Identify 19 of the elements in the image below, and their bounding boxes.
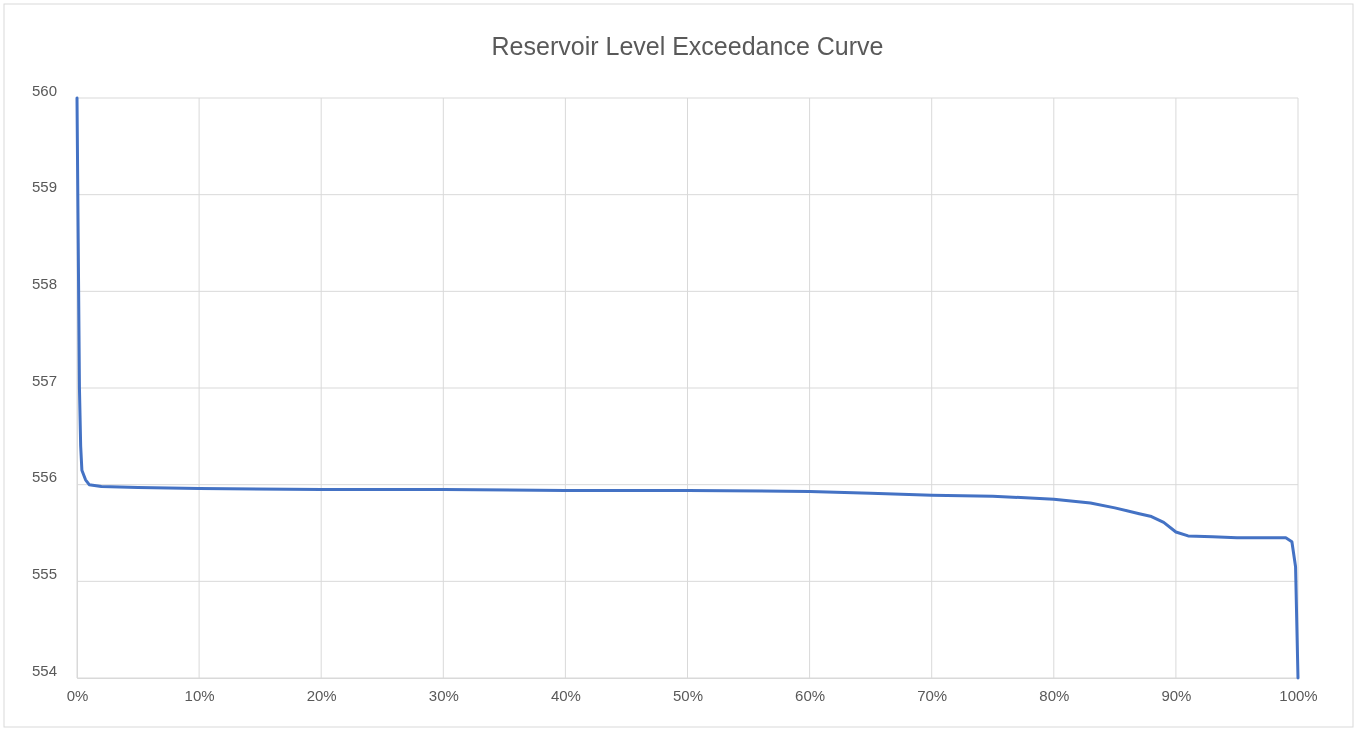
- y-tick-label: 555: [31, 564, 57, 582]
- x-tick-label: 70%: [917, 686, 948, 704]
- x-tick-label: 100%: [1279, 686, 1318, 704]
- y-tick-label: 554: [31, 661, 57, 679]
- x-tick-label: 10%: [184, 686, 215, 704]
- y-tick-label: 560: [31, 81, 57, 99]
- x-tick-label: 40%: [550, 686, 581, 704]
- x-tick-label: 90%: [1161, 686, 1192, 704]
- x-tick-label: 50%: [672, 686, 704, 704]
- y-tick-label: 559: [31, 178, 57, 196]
- y-tick-label: 556: [31, 468, 57, 486]
- x-tick-label: 20%: [306, 686, 337, 704]
- chart-title: Reservoir Level Exceedance Curve: [491, 32, 884, 60]
- y-tick-label: 558: [31, 274, 57, 292]
- x-tick-label: 60%: [795, 686, 826, 704]
- y-tick-label: 557: [31, 371, 57, 389]
- x-tick-label: 30%: [428, 686, 459, 704]
- x-tick-label: 0%: [66, 686, 89, 704]
- x-tick-label: 80%: [1039, 686, 1070, 704]
